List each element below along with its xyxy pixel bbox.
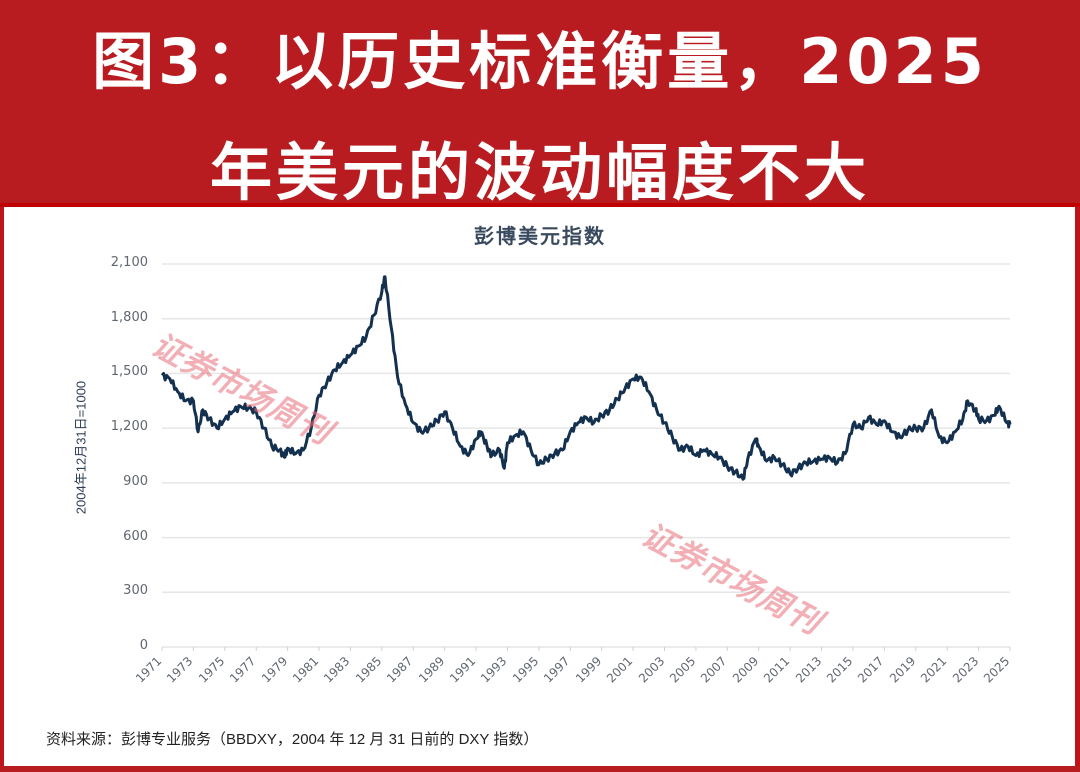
gridlines — [161, 263, 1011, 651]
y-tick-label: 1,800 — [110, 309, 148, 325]
y-tick-label: 1,500 — [110, 364, 148, 380]
y-tick-label: 1,200 — [110, 419, 148, 435]
bottom-border — [0, 766, 1080, 772]
title-banner: 图3：以历史标准衡量，2025 年美元的波动幅度不大 — [0, 0, 1080, 209]
headline-line-2: 年美元的波动幅度不大 — [209, 136, 870, 209]
y-tick-label: 900 — [123, 473, 148, 489]
source-note: 资料来源：彭博专业服务（BBDXY，2004 年 12 月 31 日前的 DXY… — [46, 731, 539, 748]
headline-line-1: 图3：以历史标准衡量，2025 — [92, 25, 988, 98]
chart-title: 彭博美元指数 — [474, 224, 606, 248]
dollar-index-line — [160, 275, 1012, 481]
y-tick-label: 0 — [139, 638, 148, 653]
y-tick-label: 2,100 — [110, 255, 148, 270]
y-tick-label: 300 — [123, 583, 148, 599]
y-tick-label: 600 — [123, 528, 148, 544]
